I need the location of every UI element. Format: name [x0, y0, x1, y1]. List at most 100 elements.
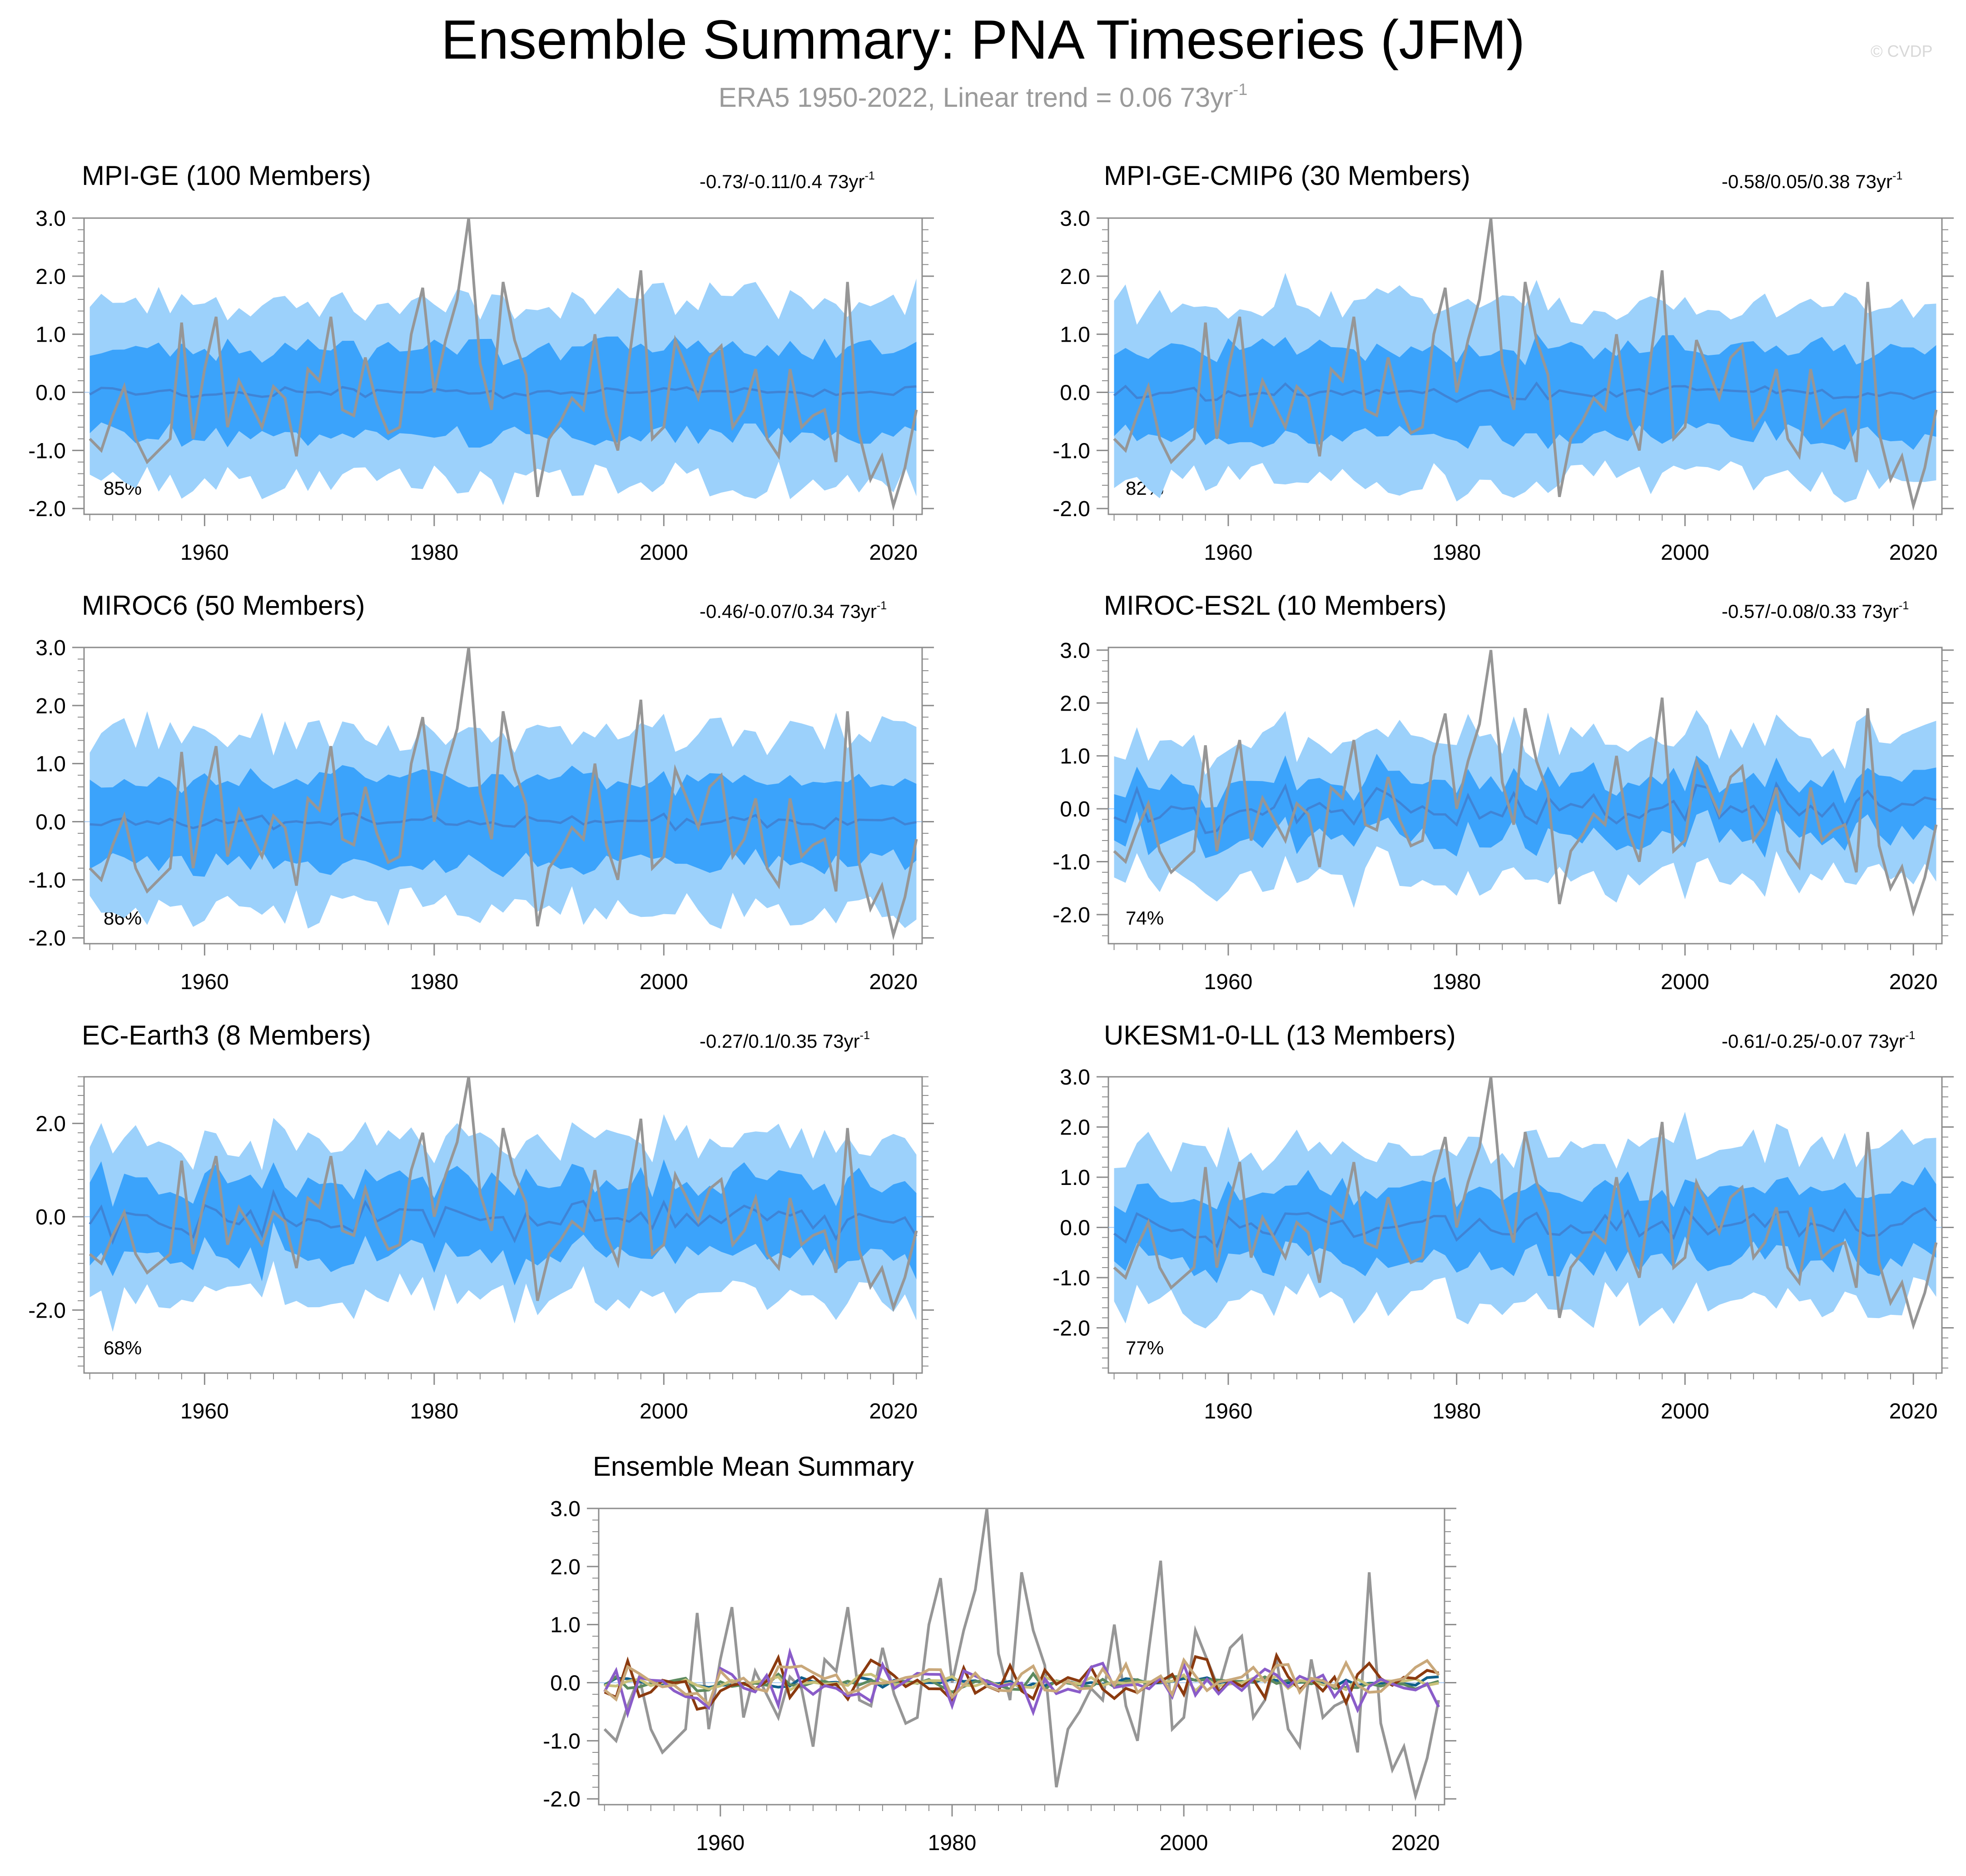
- miroc6-x-tick-label: 1980: [410, 970, 458, 994]
- miroc6-obs-line: [89, 647, 918, 940]
- miroc6-x-tick-label: 1960: [180, 970, 229, 994]
- ukesm1-0-ll-x-tick-label: 2020: [1889, 1399, 1938, 1423]
- mpi-ge-cmip6-x-tick-label: 1960: [1204, 541, 1253, 565]
- mpi-ge-cmip6-y-tick-label: 0.0: [1060, 381, 1090, 405]
- ukesm1-0-ll-ensemble-mean-line: [1113, 1205, 1937, 1249]
- panel-miroc6: 1960 1980 2000 2020 3.0 2.0 1.0 0.0 -1.0 -2.0: [28, 636, 934, 994]
- ukesm1-0-ll-y-tick-label: -2.0: [1053, 1317, 1090, 1341]
- mean-summary-plot-frame: [598, 1508, 1445, 1806]
- panel-ukesm1-0-ll: 1960 1980 2000 2020 3.0 2.0 1.0 0.0 -1.0 -2.0: [1053, 1065, 1954, 1423]
- mpi-ge-cmip6-obs-line: [1113, 218, 1938, 511]
- ukesm1-0-ll-y-tick-label: 0.0: [1060, 1216, 1090, 1240]
- mpi-ge-cmip6-x-tick-label: 2020: [1889, 541, 1938, 565]
- ukesm1-0-ll-y-tick-label: 3.0: [1060, 1065, 1090, 1090]
- mpi-ge-cmip6-x-tick-label: 2000: [1661, 541, 1709, 565]
- mpi-ge-y-tick-label: -1.0: [28, 439, 66, 463]
- ukesm1-0-ll-obs-line: [1113, 1076, 1938, 1330]
- miroc6-x-tick-label: 2000: [640, 970, 688, 994]
- ec-earth3-x-tick-label: 1980: [410, 1399, 458, 1423]
- mpi-ge-y-tick-label: -2.0: [28, 497, 66, 521]
- mpi-ge-cmip6-y-tick-label: 3.0: [1060, 207, 1090, 231]
- mpi-ge-cmip6-y-tick-label: -2.0: [1053, 497, 1090, 521]
- miroc6-ensemble-mean-line: [89, 812, 917, 832]
- panel-title-mpi-ge: MPI-GE (100 Members): [82, 160, 371, 191]
- mpi-ge-cmip6-x-tick-label: 1980: [1432, 541, 1481, 565]
- mpi-ge-y-tick-label: 3.0: [35, 207, 66, 231]
- ec-earth3-y-tick-label: 0.0: [35, 1205, 66, 1229]
- miroc6-y-tick-label: 2.0: [35, 694, 66, 718]
- miroc-es2l-x-tick-label: 2000: [1661, 970, 1709, 994]
- panel-trend-miroc6: -0.46/-0.07/0.34 73yr-1: [700, 599, 887, 622]
- miroc6-y-tick-label: -2.0: [28, 926, 66, 950]
- ec-earth3-x-tick-label: 1960: [180, 1399, 229, 1423]
- mean-summary-line-ec-earth3: [603, 1647, 1440, 1719]
- mean-summary-line-ukesm1-0-ll: [603, 1657, 1440, 1707]
- panel-trend-mpi-ge-cmip6: -0.58/0.05/0.38 73yr-1: [1722, 169, 1903, 192]
- panel-percent-ukesm1-0-ll: 77%: [1126, 1337, 1164, 1358]
- miroc-es2l-x-tick-label: 1980: [1432, 970, 1481, 994]
- mpi-ge-x-tick-label: 1960: [180, 541, 229, 565]
- ukesm1-0-ll-x-tick-label: 1960: [1204, 1399, 1253, 1423]
- miroc6-x-tick-label: 2020: [869, 970, 918, 994]
- ukesm1-0-ll-y-tick-label: 1.0: [1060, 1166, 1090, 1190]
- mpi-ge-x-tick-label: 1980: [410, 541, 458, 565]
- panel-ec-earth3: 1960 1980 2000 2020 2.0 0.0 -2.0: [28, 1076, 934, 1423]
- mpi-ge-y-tick-label: 1.0: [35, 323, 66, 347]
- miroc-es2l-y-tick-label: -2.0: [1053, 903, 1090, 927]
- mpi-ge-cmip6-y-tick-label: 1.0: [1060, 323, 1090, 347]
- mean-summary-y-tick-label: -1.0: [543, 1729, 581, 1753]
- mean-summary-x-tick-label: 2000: [1160, 1831, 1208, 1855]
- ec-earth3-x-tick-label: 2020: [869, 1399, 918, 1423]
- cvdp-watermark: © CVDP: [1871, 42, 1933, 60]
- mean-summary-y-tick-label: 0.0: [550, 1672, 581, 1696]
- panel-mpi-ge: 1960 1980 2000 2020 3.0 2.0 1.0 0.0 -1.0 -2.0: [28, 207, 934, 565]
- panel-mpi-ge-cmip6: 1960 1980 2000 2020 3.0 2.0 1.0 0.0 -1.0 -2.0: [1053, 207, 1954, 565]
- mpi-ge-cmip6-ensemble-mean-line: [1113, 381, 1937, 403]
- miroc-es2l-y-tick-label: 2.0: [1060, 692, 1090, 716]
- panel-trend-ukesm1-0-ll: -0.61/-0.25/-0.07 73yr-1: [1722, 1029, 1916, 1052]
- mpi-ge-obs-line: [89, 218, 918, 511]
- miroc6-y-tick-label: 0.0: [35, 811, 66, 835]
- figure-title: Ensemble Summary: PNA Timeseries (JFM): [441, 9, 1525, 70]
- figure-subtitle: ERA5 1950-2022, Linear trend = 0.06 73yr…: [0, 74, 1966, 116]
- mpi-ge-ensemble-mean-line: [89, 385, 917, 399]
- miroc6-y-tick-label: -1.0: [28, 868, 66, 892]
- ec-earth3-ensemble-mean-line: [89, 1189, 918, 1245]
- miroc-es2l-ensemble-mean-line: [1113, 781, 1936, 835]
- mpi-ge-x-tick-label: 2020: [869, 541, 918, 565]
- ec-earth3-obs-line: [89, 1076, 918, 1312]
- mpi-ge-y-tick-label: 0.0: [35, 381, 66, 405]
- mpi-ge-x-tick-label: 2000: [640, 541, 688, 565]
- miroc-es2l-obs-line: [1113, 650, 1938, 917]
- panel-miroc-es2l: 1960 1980 2000 2020 3.0 2.0 1.0 0.0 -1.0 -2.0: [1053, 639, 1954, 994]
- ec-earth3-x-tick-label: 2000: [640, 1399, 688, 1423]
- miroc-es2l-y-tick-label: -1.0: [1053, 851, 1090, 875]
- subtitle-exponent: -1: [1233, 80, 1248, 99]
- miroc-es2l-x-tick-label: 2020: [1889, 970, 1938, 994]
- miroc6-inner-band: [89, 765, 917, 877]
- ukesm1-0-ll-x-tick-label: 1980: [1432, 1399, 1481, 1423]
- panel-trend-ec-earth3: -0.27/0.1/0.35 73yr-1: [700, 1029, 870, 1052]
- mean-summary-x-tick-label: 1960: [696, 1831, 745, 1855]
- mean-summary-y-tick-label: 1.0: [550, 1613, 581, 1637]
- panel-percent-miroc-es2l: 74%: [1126, 907, 1164, 929]
- panel-title-miroc-es2l: MIROC-ES2L (10 Members): [1104, 590, 1447, 621]
- miroc-es2l-y-tick-label: 3.0: [1060, 639, 1090, 663]
- ec-earth3-y-tick-label: 2.0: [35, 1112, 66, 1136]
- mean-summary-y-tick-label: 3.0: [550, 1497, 581, 1521]
- mean-summary-x-tick-label: 1980: [928, 1831, 977, 1855]
- miroc-es2l-inner-band: [1114, 754, 1936, 858]
- ukesm1-0-ll-y-tick-label: -1.0: [1053, 1266, 1090, 1290]
- mpi-ge-y-tick-label: 2.0: [35, 265, 66, 289]
- panel-title-miroc6: MIROC6 (50 Members): [82, 590, 365, 621]
- mpi-ge-cmip6-y-tick-label: -1.0: [1053, 439, 1090, 463]
- miroc-es2l-y-tick-label: 0.0: [1060, 797, 1090, 821]
- miroc6-y-tick-label: 3.0: [35, 636, 66, 660]
- mean-summary-y-tick-label: 2.0: [550, 1555, 581, 1579]
- mpi-ge-cmip6-y-tick-label: 2.0: [1060, 265, 1090, 289]
- ukesm1-0-ll-y-tick-label: 2.0: [1060, 1116, 1090, 1140]
- mpi-ge-inner-band: [89, 336, 917, 448]
- panel-title-ec-earth3: EC-Earth3 (8 Members): [82, 1020, 371, 1050]
- mean-summary-y-tick-label: -2.0: [543, 1787, 581, 1811]
